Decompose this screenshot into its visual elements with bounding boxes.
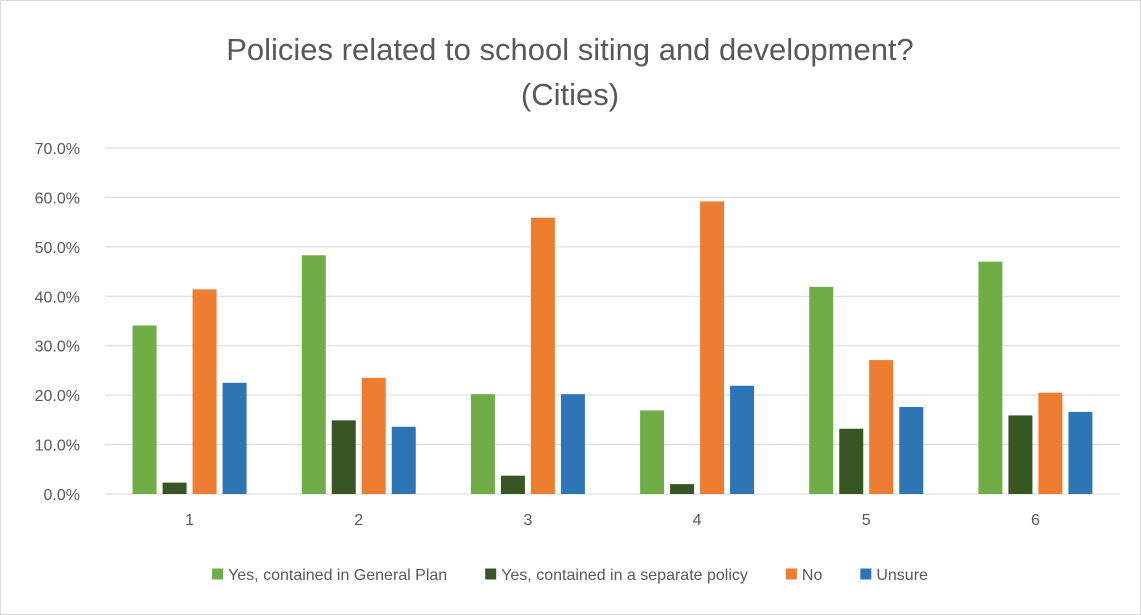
bar <box>839 428 864 494</box>
legend-label: No <box>802 567 823 584</box>
y-tick-label: 10.0% <box>35 438 80 455</box>
bar <box>978 261 1003 494</box>
chart-title: Policies related to school siting and de… <box>226 32 914 112</box>
chart-title-line-1: Policies related to school siting and de… <box>226 32 914 67</box>
y-tick-label: 70.0% <box>35 141 80 158</box>
legend-label: Unsure <box>876 567 928 584</box>
bar <box>730 385 755 494</box>
legend-swatch <box>860 568 872 580</box>
bar <box>530 217 555 495</box>
chart-title-line-2: (Cities) <box>521 77 619 112</box>
y-tick-label: 60.0% <box>35 190 80 207</box>
x-axis-tick-labels: 1 2 3 4 5 6 <box>185 512 1040 529</box>
bar <box>670 484 695 494</box>
x-tick-label: 3 <box>523 512 532 529</box>
bar <box>700 201 725 494</box>
bar <box>560 394 585 494</box>
bar <box>361 377 386 494</box>
y-axis-tick-labels: 0.0% 10.0% 20.0% 30.0% 40.0% 50.0% 60.0% 70.0% <box>35 141 80 504</box>
bar <box>132 325 157 494</box>
legend-item: Yes, contained in General Plan <box>212 567 447 584</box>
bar <box>869 360 894 494</box>
x-tick-label: 5 <box>862 512 871 529</box>
bar <box>391 426 416 494</box>
bars <box>132 201 1093 495</box>
bar <box>899 407 924 494</box>
x-tick-label: 2 <box>354 512 363 529</box>
bar <box>222 382 247 494</box>
x-tick-label: 1 <box>185 512 194 529</box>
legend-swatch <box>485 568 497 580</box>
bar <box>162 482 187 494</box>
bar <box>809 286 834 494</box>
legend-label: Yes, contained in a separate policy <box>501 567 748 584</box>
bar <box>331 420 356 494</box>
bar <box>470 394 495 494</box>
y-tick-label: 50.0% <box>35 240 80 257</box>
bar <box>1068 411 1093 494</box>
legend-item: Unsure <box>860 567 928 584</box>
bar <box>1038 392 1063 494</box>
legend-label: Yes, contained in General Plan <box>228 567 447 584</box>
legend-swatch <box>785 568 797 580</box>
y-tick-label: 40.0% <box>35 289 80 306</box>
y-tick-label: 30.0% <box>35 339 80 356</box>
legend-item: No <box>785 567 823 584</box>
bar <box>1008 415 1033 494</box>
x-tick-label: 4 <box>693 512 702 529</box>
legend-item: Yes, contained in a separate policy <box>485 567 748 584</box>
bar <box>500 475 525 494</box>
gridlines <box>105 147 1120 495</box>
x-tick-label: 6 <box>1031 512 1040 529</box>
y-tick-label: 0.0% <box>44 487 80 504</box>
y-tick-label: 20.0% <box>35 388 80 405</box>
bar <box>192 289 217 494</box>
bar <box>301 255 326 494</box>
bar <box>640 410 665 494</box>
legend: Yes, contained in General Plan Yes, conta… <box>212 567 928 584</box>
legend-swatch <box>212 568 224 580</box>
